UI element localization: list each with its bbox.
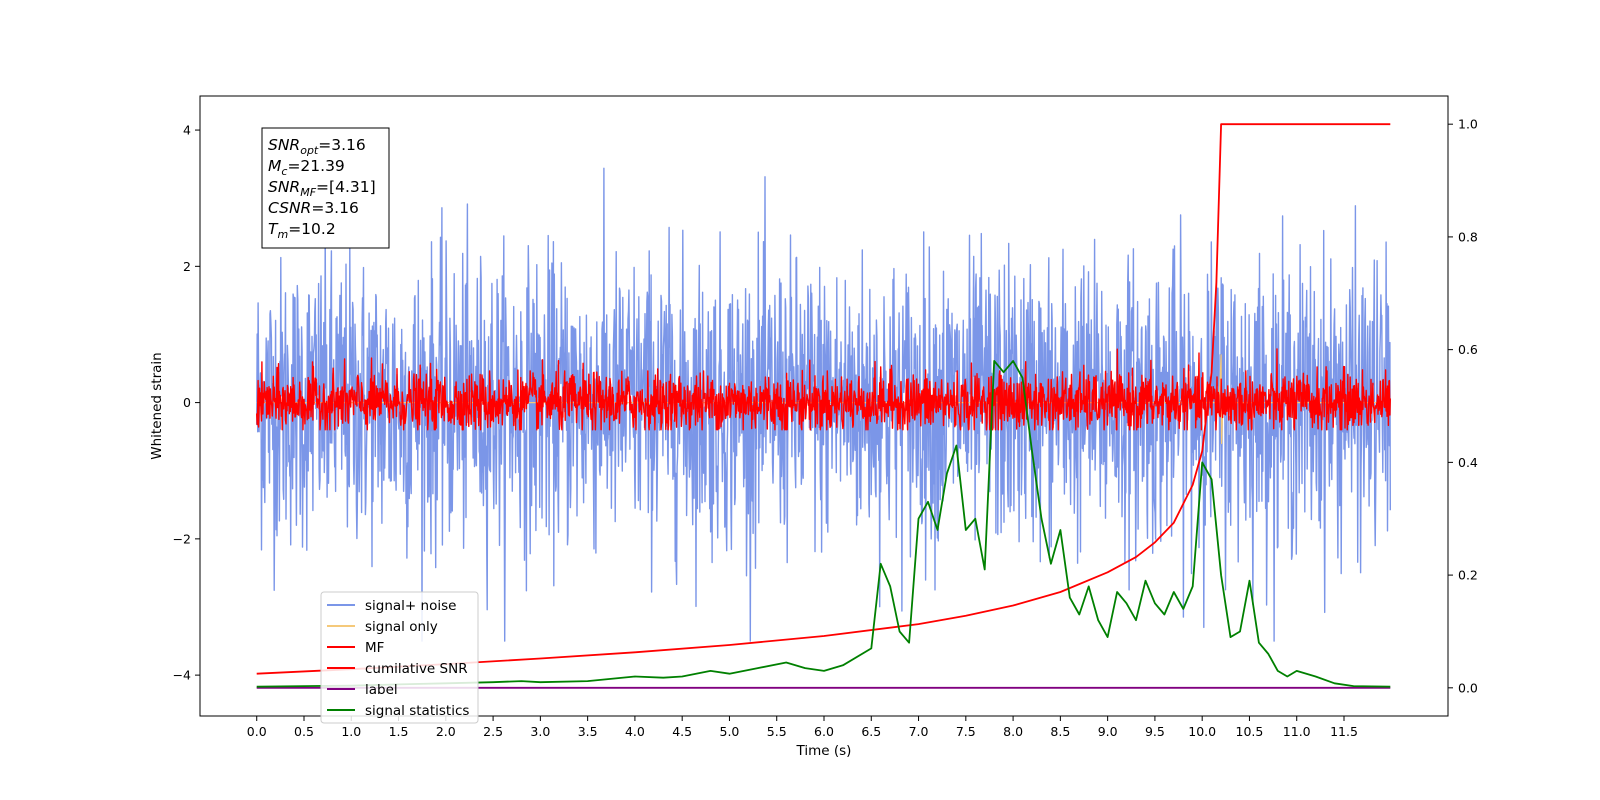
legend-frame [320, 591, 479, 724]
y-tick-label: 2 [183, 259, 191, 274]
info-line: Mc=21.39 [268, 157, 345, 178]
x-axis-label: Time (s) [796, 743, 852, 759]
x-tick-label: 9.5 [1145, 724, 1165, 739]
y-tick-label: 4 [183, 123, 191, 138]
series-line-cumilative-snr [256, 123, 1391, 675]
x-tick-label: 0.0 [247, 724, 267, 739]
x-tick-label: 5.0 [720, 724, 740, 739]
x-tick-label: 3.5 [578, 724, 598, 739]
x-tick-label: 8.0 [1003, 724, 1023, 739]
x-tick-label: 4.0 [625, 724, 645, 739]
x-tick-label: 7.0 [909, 724, 929, 739]
x-tick-label: 5.5 [767, 724, 787, 739]
axes-layer: 0.0 0.5 1.0 1.5 2.0 2.5 3.0 3.5 4.0 4.5 5.0 5.5 6.0 6… [173, 117, 1478, 739]
y-tick-label: 0 [183, 395, 191, 410]
y2-tick-label: 0.4 [1458, 455, 1478, 470]
y2-tick-label: 0.2 [1458, 568, 1478, 583]
y2-tick-label: 1.0 [1458, 117, 1478, 132]
x-tick-label: 9.0 [1098, 724, 1118, 739]
x-tick-label: 1.5 [389, 724, 409, 739]
x-tick-label: 3.0 [530, 724, 550, 739]
info-box: SNRopt=3.16Mc=21.39SNRMF=[4.31]CSNR=3.16… [261, 127, 390, 249]
y-tick-label: −2 [173, 531, 191, 546]
legend: signal+ noise signal only MF cumilative SNR… [320, 591, 479, 724]
x-tick-label: 6.5 [861, 724, 881, 739]
series-line-signal-statistics [256, 360, 1391, 688]
info-line: SNRMF=[4.31] [268, 178, 376, 199]
x-tick-label: 0.5 [294, 724, 314, 739]
y2-tick-label: 0.8 [1458, 229, 1478, 244]
y2-tick-label: 0.6 [1458, 342, 1478, 357]
x-tick-label: 7.5 [956, 724, 976, 739]
legend-label: signal+ noise [365, 598, 456, 614]
y2-tick-label: 0.0 [1458, 680, 1478, 695]
x-tick-label: 4.5 [672, 724, 692, 739]
x-tick-label: 11.5 [1330, 724, 1358, 739]
x-tick-label: 2.0 [436, 724, 456, 739]
legend-label: MF [365, 640, 384, 656]
legend-label: label [365, 682, 398, 698]
x-tick-label: 6.0 [814, 724, 834, 739]
series-line-mf [256, 348, 1391, 431]
info-line: SNRopt=3.16 [268, 136, 366, 157]
x-tick-label: 1.0 [341, 724, 361, 739]
y-tick-label: −4 [173, 668, 191, 683]
x-tick-label: 2.5 [483, 724, 503, 739]
legend-label: signal statistics [365, 703, 469, 719]
legend-label: cumilative SNR [365, 661, 468, 677]
info-line: Tm=10.2 [268, 220, 336, 241]
x-tick-label: 8.5 [1050, 724, 1070, 739]
y-axis-label: Whitened strain [149, 352, 165, 459]
x-tick-label: 10.5 [1236, 724, 1264, 739]
x-tick-label: 11.0 [1283, 724, 1311, 739]
legend-label: signal only [365, 619, 438, 635]
x-tick-label: 10.0 [1188, 724, 1216, 739]
info-box-frame [261, 127, 390, 249]
info-line: CSNR=3.16 [268, 199, 359, 217]
